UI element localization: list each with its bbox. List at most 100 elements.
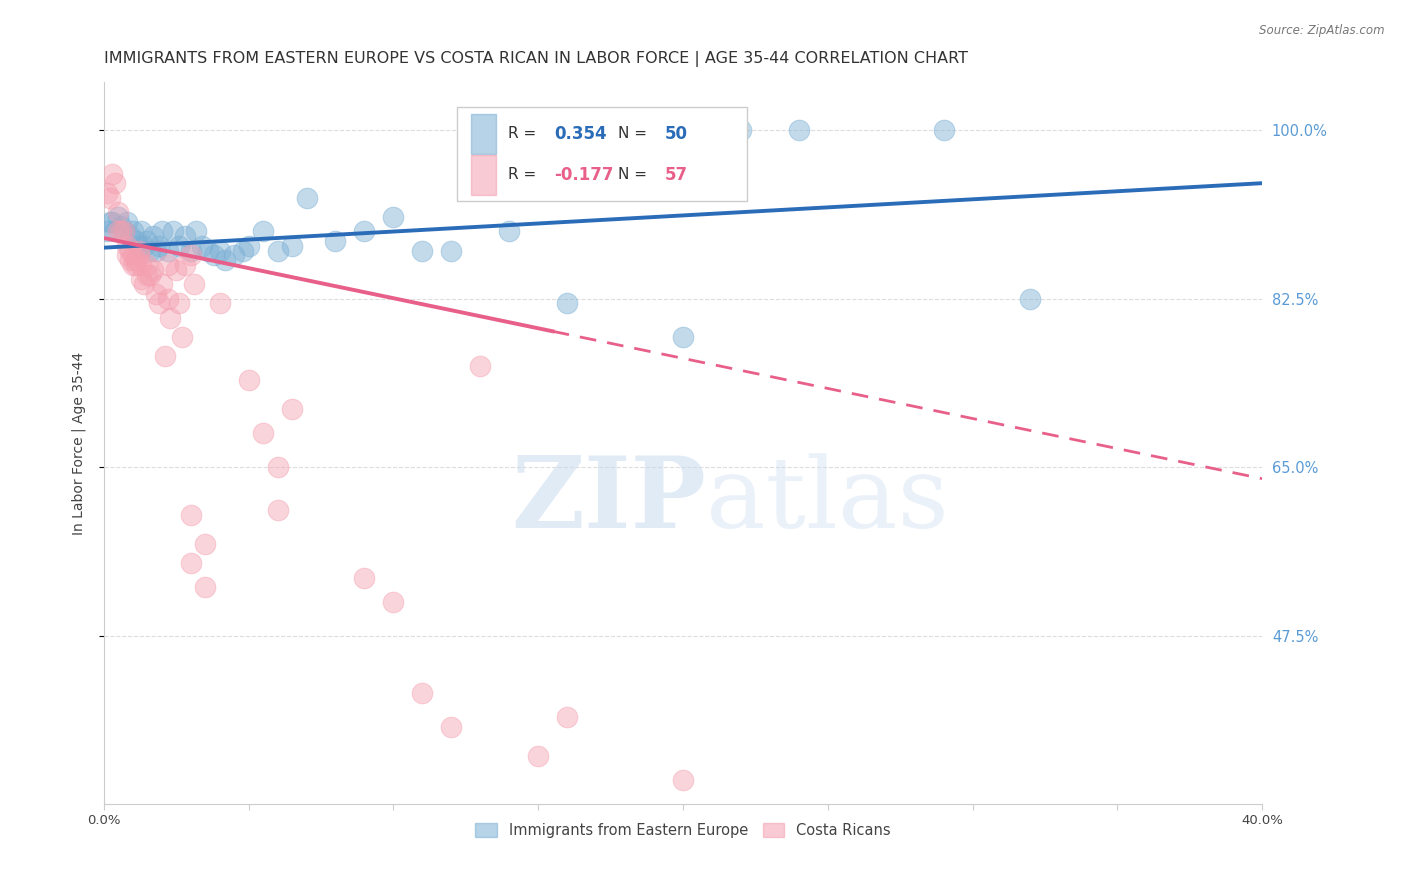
Legend: Immigrants from Eastern Europe, Costa Ricans: Immigrants from Eastern Europe, Costa Ri… [470, 817, 897, 844]
Point [555, 710, 578, 724]
Text: N =: N = [619, 168, 652, 183]
Point [136, 258, 159, 272]
Point [281, 402, 304, 417]
Point [134, 238, 156, 252]
Point [115, 215, 138, 229]
Point [121, 258, 143, 272]
Point [128, 244, 150, 258]
Point [173, 229, 195, 244]
Point [131, 258, 153, 272]
Text: Source: ZipAtlas.com: Source: ZipAtlas.com [1260, 24, 1385, 37]
Point [672, 330, 695, 344]
Point [145, 286, 167, 301]
Point [142, 229, 165, 244]
Point [150, 224, 173, 238]
Point [672, 772, 695, 787]
Point [131, 224, 153, 238]
Point [1019, 292, 1042, 306]
Point [194, 537, 217, 551]
Point [167, 296, 190, 310]
Point [224, 248, 246, 262]
Point [295, 191, 318, 205]
Point [131, 272, 153, 286]
Text: atlas: atlas [706, 453, 949, 549]
Text: 57: 57 [665, 166, 688, 184]
Point [148, 296, 170, 310]
Point [787, 123, 810, 137]
Point [353, 571, 375, 585]
Point [136, 234, 159, 248]
Point [194, 581, 217, 595]
Point [932, 123, 955, 137]
Point [142, 262, 165, 277]
Point [150, 277, 173, 292]
FancyBboxPatch shape [471, 114, 496, 153]
Point [153, 350, 176, 364]
Point [124, 253, 146, 268]
Point [167, 238, 190, 252]
Point [353, 224, 375, 238]
Point [101, 167, 124, 181]
Point [156, 292, 179, 306]
Point [139, 268, 162, 282]
Text: ZIP: ZIP [512, 452, 706, 549]
Point [115, 248, 138, 262]
Text: N =: N = [619, 126, 652, 141]
Point [527, 748, 550, 763]
Text: R =: R = [508, 126, 541, 141]
Point [156, 244, 179, 258]
Point [115, 238, 138, 252]
Point [118, 229, 141, 244]
Point [134, 277, 156, 292]
Point [98, 215, 121, 229]
Point [180, 508, 202, 523]
Point [470, 359, 492, 373]
Point [238, 374, 260, 388]
Point [266, 503, 288, 517]
Point [208, 244, 231, 258]
Point [104, 224, 127, 238]
Point [156, 258, 179, 272]
Point [180, 244, 202, 258]
Point [107, 224, 129, 238]
Point [197, 244, 219, 258]
Point [180, 557, 202, 571]
Point [730, 123, 752, 137]
Point [252, 224, 274, 238]
Point [112, 224, 135, 238]
Point [145, 244, 167, 258]
Point [124, 234, 146, 248]
Point [232, 244, 254, 258]
Point [118, 253, 141, 268]
Point [121, 224, 143, 238]
Point [110, 224, 132, 238]
Point [165, 262, 187, 277]
Point [112, 224, 135, 238]
Point [411, 686, 433, 700]
Point [238, 238, 260, 252]
Point [183, 277, 205, 292]
Point [382, 595, 405, 609]
Point [555, 296, 578, 310]
Point [191, 238, 214, 252]
Point [281, 238, 304, 252]
Text: 0.354: 0.354 [554, 125, 607, 143]
Point [121, 248, 143, 262]
Point [170, 330, 193, 344]
Point [98, 191, 121, 205]
Point [382, 210, 405, 224]
Text: R =: R = [508, 168, 541, 183]
Point [148, 238, 170, 252]
Point [139, 244, 162, 258]
Point [118, 244, 141, 258]
Point [110, 219, 132, 234]
Point [96, 224, 118, 238]
Text: 50: 50 [665, 125, 688, 143]
Text: -0.177: -0.177 [554, 166, 614, 184]
Point [202, 248, 225, 262]
FancyBboxPatch shape [457, 107, 747, 202]
Point [162, 224, 184, 238]
FancyBboxPatch shape [471, 155, 496, 194]
Point [107, 205, 129, 219]
Point [159, 310, 181, 325]
